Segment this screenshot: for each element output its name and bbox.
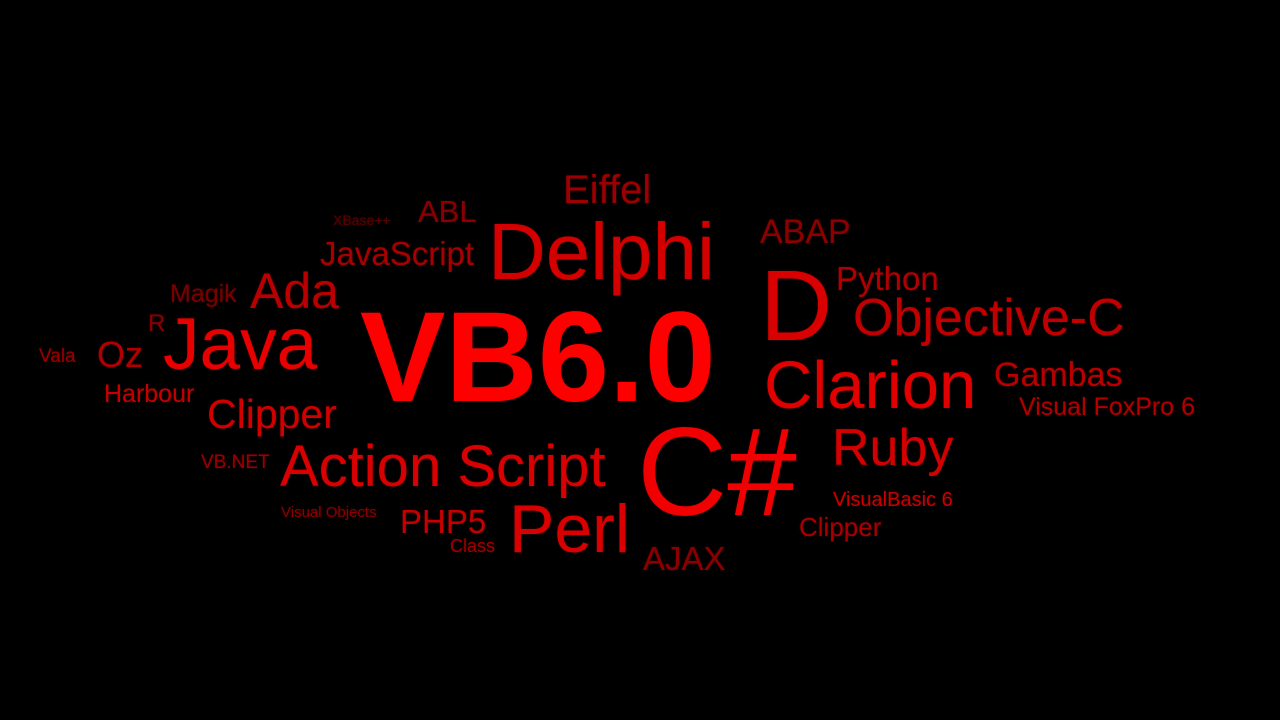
word-visual-foxpro: Visual FoxPro 6 <box>1019 393 1196 421</box>
word-magik: Magik <box>170 280 237 308</box>
word-d: D <box>760 250 833 362</box>
word-ajax: AJAX <box>643 540 726 577</box>
word-r: R <box>148 310 166 337</box>
word-visualbasic-6: VisualBasic 6 <box>833 489 953 511</box>
word-clipper-2: Clipper <box>799 512 882 542</box>
word-abl: ABL <box>418 194 477 229</box>
word-java: Java <box>163 304 318 385</box>
word-clarion: Clarion <box>764 348 977 423</box>
word-abap: ABAP <box>760 213 851 251</box>
word-php5: PHP5 <box>400 503 487 540</box>
word-xbase: XBase++ <box>333 212 391 228</box>
word-vala: Vala <box>39 346 76 367</box>
word-clipper: Clipper <box>207 391 337 437</box>
word-perl: Perl <box>509 491 630 567</box>
word-oz: Oz <box>97 334 144 375</box>
word-eiffel: Eiffel <box>563 168 652 212</box>
word-vbnet: VB.NET <box>201 452 270 473</box>
word-csharp: C# <box>637 403 797 542</box>
word-vb6: VB6.0 <box>360 286 716 429</box>
word-javascript: JavaScript <box>320 235 475 272</box>
word-delphi: Delphi <box>488 207 715 296</box>
word-ada: Ada <box>250 263 339 319</box>
word-python: Python <box>836 260 939 297</box>
word-class: Class <box>450 536 496 556</box>
word-ruby: Ruby <box>832 419 954 477</box>
word-harbour: Harbour <box>104 380 195 408</box>
word-action-script: Action Script <box>280 434 606 499</box>
word-objective-c: Objective-C <box>853 289 1125 347</box>
word-visual-objects: Visual Objects <box>281 504 377 521</box>
word-gambas: Gambas <box>994 356 1123 394</box>
